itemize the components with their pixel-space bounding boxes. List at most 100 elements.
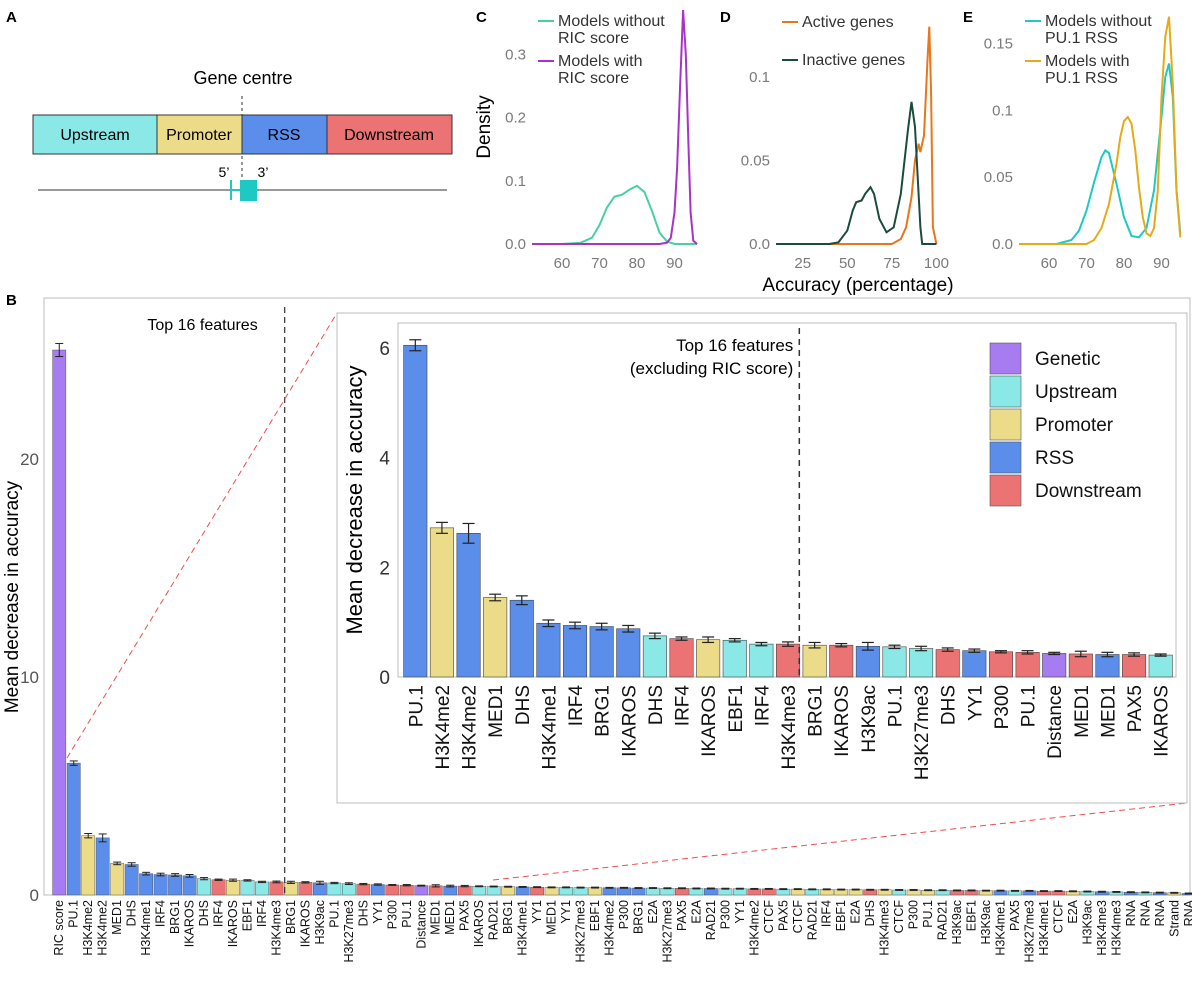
region-upstream-box	[32, 114, 158, 155]
region-downstream-label: Downstream	[344, 127, 434, 144]
series-line-0	[532, 184, 697, 245]
bar	[616, 628, 641, 678]
y-axis-label: Density	[474, 95, 495, 159]
bar	[403, 344, 428, 678]
x-tick-label: PAX5	[675, 900, 689, 931]
top16-label-line1: Top 16 features	[676, 336, 793, 355]
y-tick-label: 0.05	[741, 152, 770, 169]
x-tick-label: IKAROS	[472, 900, 486, 947]
bar	[775, 643, 801, 678]
bar	[284, 882, 298, 896]
legend-label: RSS	[1035, 448, 1074, 469]
y-axis-label: Mean decrease in accuracy	[2, 480, 23, 713]
x-tick-label: IRF4	[820, 900, 834, 927]
legend-label-0: Models without	[558, 13, 665, 30]
x-tick-label: EBF1	[588, 900, 602, 931]
bar	[559, 887, 573, 896]
bar	[660, 888, 675, 896]
y-tick-label: 20	[20, 450, 39, 469]
x-tick-label: H3K4me3	[878, 900, 892, 956]
x-tick-label: PAX5	[1125, 685, 1146, 732]
x-tick-label: BRG1	[168, 900, 182, 934]
x-tick-label: H3K4me1	[539, 685, 560, 770]
x-tick-label: IKAROS	[619, 685, 640, 757]
x-tick-label: 60	[554, 255, 571, 272]
bar	[631, 887, 646, 896]
y-tick-label: 0.1	[992, 102, 1013, 119]
bar	[298, 882, 313, 896]
bar	[530, 886, 544, 896]
region-upstream-label: Upstream	[60, 127, 129, 144]
bar	[536, 622, 561, 678]
x-tick-label: RNA	[1182, 899, 1192, 926]
bar	[1148, 654, 1173, 678]
x-tick-label: P300	[617, 900, 631, 929]
y-tick-label: 0.15	[984, 35, 1013, 52]
x-tick-label: PU.1	[1019, 685, 1040, 727]
x-tick-label: P300	[385, 900, 399, 929]
x-tick-label: MED1	[545, 900, 559, 935]
x-tick-label: Distance	[414, 900, 428, 949]
bar	[1042, 653, 1067, 678]
x-tick-label: DHS	[356, 900, 370, 926]
x-tick-label: 60	[1041, 255, 1058, 272]
legend-swatch	[989, 441, 1022, 474]
x-tick-label: Distance	[1045, 685, 1066, 759]
x-tick-label: H3K4me3	[1095, 900, 1109, 956]
bar	[457, 885, 472, 896]
y-tick-label: 0.1	[505, 173, 526, 190]
bar	[182, 875, 197, 896]
x-tick-label: RAD21	[704, 900, 718, 940]
x-tick-label: PU.1	[921, 900, 935, 928]
legend-label: Genetic	[1035, 349, 1100, 370]
x-tick-label: E2A	[689, 899, 703, 923]
region-rss-label: RSS	[268, 127, 301, 144]
y-tick-label: 0.1	[749, 69, 770, 86]
x-tick-label: PU.1	[400, 900, 414, 928]
panel-label-a: A	[6, 9, 17, 26]
y-tick-label: 6	[379, 339, 390, 360]
x-tick-label: H3K27me3	[912, 685, 933, 780]
x-tick-label: RIC score	[52, 900, 66, 956]
x-tick-label: EBF1	[726, 685, 747, 733]
bar	[1015, 652, 1040, 678]
bar	[95, 837, 110, 896]
series-line-0	[1019, 63, 1182, 245]
x-tick-label: MED1	[443, 900, 457, 935]
bar	[722, 639, 747, 678]
y-tick-label: 0.2	[505, 110, 526, 127]
x-tick-label: IKAROS	[1152, 685, 1173, 757]
bar	[327, 882, 342, 896]
x-tick-label: EBF1	[965, 900, 979, 931]
bar	[882, 646, 907, 678]
x-tick-label: BRG1	[593, 685, 614, 737]
top16-label-line2: (excluding RIC score)	[630, 359, 793, 378]
gene-centre-title: Gene centre	[193, 68, 292, 88]
bar	[139, 873, 153, 896]
bar	[617, 887, 631, 896]
x-tick-label: H3K4me3	[779, 685, 800, 770]
x-tick-label: 70	[1078, 255, 1095, 272]
x-tick-label: 70	[591, 255, 608, 272]
legend-swatch	[989, 375, 1022, 408]
y-tick-label: 4	[379, 449, 390, 470]
bar	[501, 886, 516, 896]
x-tick-label: MED1	[486, 685, 507, 738]
x-tick-label: EBF1	[834, 900, 848, 931]
series-line-1	[532, 9, 698, 245]
x-tick-label: PU.1	[406, 685, 427, 727]
bar	[689, 888, 704, 896]
bar	[341, 883, 356, 896]
bar	[110, 863, 125, 896]
x-tick-label: 80	[629, 255, 646, 272]
x-tick-label: DHS	[939, 685, 960, 725]
x-tick-label: H3K4me2	[747, 900, 761, 956]
bar	[589, 626, 614, 678]
top16-label: Top 16 features	[147, 317, 257, 334]
x-tick-label: MED1	[1072, 685, 1093, 738]
panel-label-e: E	[963, 9, 973, 26]
x-tick-label: DHS	[513, 685, 534, 725]
x-tick-label: H3K4me3	[269, 900, 283, 956]
x-tick-label: RAD21	[805, 900, 819, 940]
